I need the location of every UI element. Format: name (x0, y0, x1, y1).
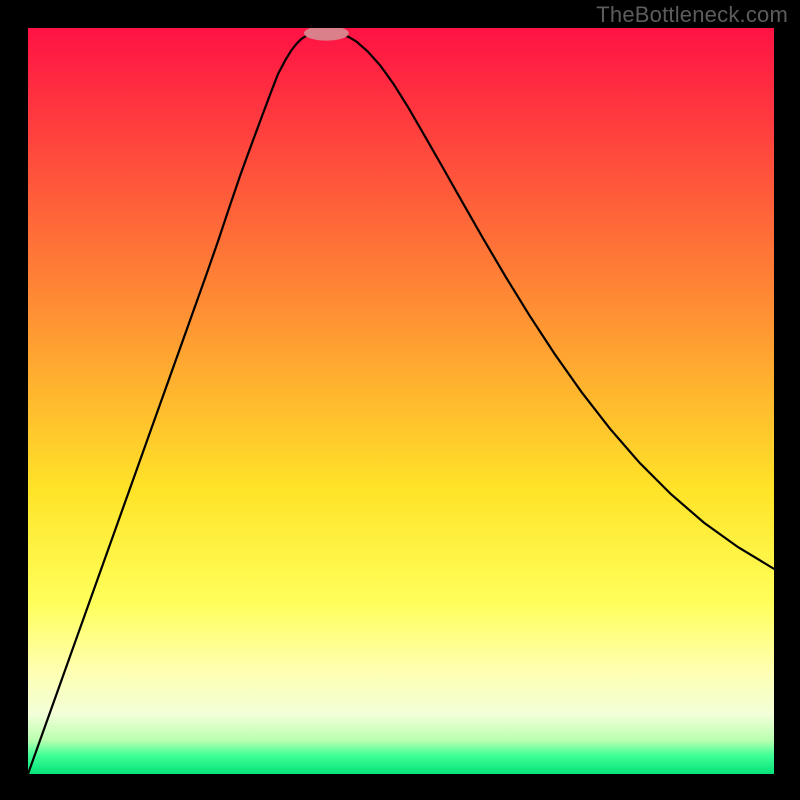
gradient-chart (28, 28, 774, 774)
chart-background (28, 28, 774, 774)
watermark-text: TheBottleneck.com (596, 2, 788, 28)
plot-area (28, 28, 774, 774)
